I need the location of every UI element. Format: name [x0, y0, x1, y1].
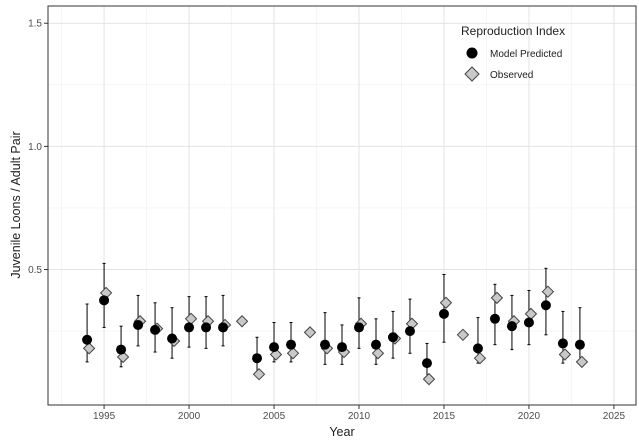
model-predicted-point: [404, 326, 415, 337]
model-predicted-point: [133, 319, 144, 330]
y-axis-title: Juvenile Loons / Adult Pair: [9, 131, 23, 278]
x-tick-label: 2015: [433, 411, 456, 422]
model-predicted-point: [150, 324, 161, 335]
observed-point: [439, 296, 453, 309]
model-predicted-point: [387, 332, 398, 343]
legend-model-predicted-icon: [466, 47, 478, 59]
x-tick-label: 1995: [93, 411, 116, 422]
x-axis-title: Year: [329, 425, 354, 439]
panel-border: [47, 5, 637, 406]
observed-point: [269, 348, 283, 361]
y-tick-label: 1.0: [28, 142, 42, 153]
observed-point: [235, 315, 249, 328]
model-predicted-point: [201, 322, 212, 333]
observed-point: [541, 285, 555, 298]
model-predicted-point: [540, 300, 551, 311]
model-predicted-point: [523, 317, 534, 328]
observed-point: [286, 347, 300, 360]
x-axis-ticks: 1995 2000 2005 2010 2015 2020 2025: [93, 405, 626, 422]
legend-observed-icon: [464, 66, 480, 82]
model-predicted-point: [184, 322, 195, 333]
x-tick-label: 2000: [178, 411, 201, 422]
x-tick-label: 2025: [603, 411, 626, 422]
model-predicted-point: [286, 339, 297, 350]
observed-point: [252, 368, 266, 381]
observed-point: [456, 328, 470, 342]
observed-point: [558, 348, 572, 361]
legend-model-predicted-label: Model Predicted: [490, 49, 562, 60]
model-predicted-point: [506, 321, 517, 332]
minor-gridlines: [48, 6, 636, 405]
model-predicted-point: [370, 339, 381, 350]
legend-title: Reproduction Index: [461, 24, 565, 38]
observed-point: [490, 291, 504, 305]
model-predicted-point: [320, 339, 331, 350]
model-predicted-point: [252, 353, 263, 364]
observed-point: [82, 342, 96, 355]
model-predicted-point: [574, 339, 585, 350]
model-predicted-point: [421, 358, 432, 369]
model-predicted-point: [337, 342, 347, 353]
observed-point: [303, 326, 317, 339]
model-predicted-point: [557, 338, 568, 349]
model-predicted-point: [167, 333, 178, 344]
model-predicted-point: [353, 322, 364, 333]
observed-point: [575, 355, 589, 369]
model-predicted-point: [116, 344, 127, 355]
model-predicted-point: [489, 313, 500, 324]
model-predicted-point: [269, 342, 280, 353]
model-predicted-series: [82, 295, 585, 369]
x-tick-label: 2005: [263, 411, 286, 422]
y-tick-label: 1.5: [28, 19, 42, 30]
observed-point: [116, 350, 130, 364]
model-predicted-point: [82, 334, 93, 345]
observed-point: [473, 351, 487, 365]
observed-point: [371, 347, 385, 360]
legend-observed-label: Observed: [490, 70, 533, 81]
y-axis-ticks: 0.5 1.0 1.5: [28, 19, 48, 276]
model-predicted-point: [438, 308, 449, 319]
observed-point: [422, 372, 436, 386]
x-tick-label: 2010: [348, 411, 371, 422]
model-predicted-point: [99, 295, 110, 306]
legend: Reproduction Index Model Predicted Obser…: [461, 24, 565, 82]
major-gridlines: [48, 6, 636, 405]
y-tick-label: 0.5: [28, 265, 42, 276]
model-predicted-point: [472, 343, 483, 354]
model-predicted-point: [218, 322, 229, 333]
x-tick-label: 2020: [518, 411, 541, 422]
